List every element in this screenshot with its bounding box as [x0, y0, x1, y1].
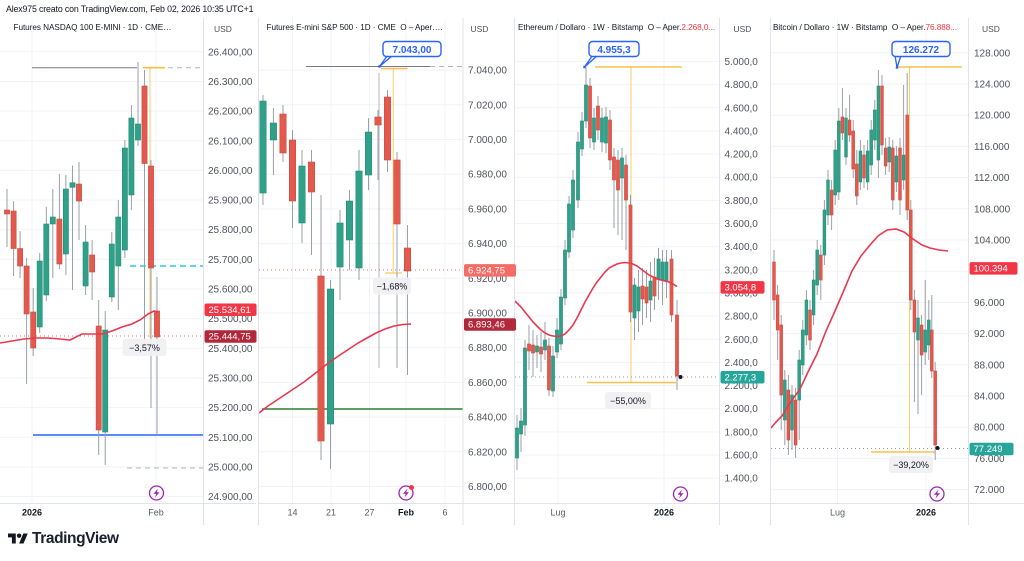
svg-text:6.820,00: 6.820,00	[468, 447, 507, 458]
svg-text:27: 27	[364, 508, 374, 518]
svg-text:6.924,75: 6.924,75	[468, 265, 505, 276]
svg-text:4.955,3: 4.955,3	[597, 45, 631, 56]
svg-text:2.400,0: 2.400,0	[725, 358, 759, 369]
svg-text:1.800,0: 1.800,0	[725, 427, 759, 438]
svg-text:−39,20%: −39,20%	[893, 460, 929, 470]
svg-text:1.600,0: 1.600,0	[725, 451, 759, 462]
svg-text:6.840,00: 6.840,00	[468, 413, 507, 424]
svg-text:2026: 2026	[654, 508, 674, 518]
svg-text:104.000: 104.000	[974, 236, 1011, 247]
svg-text:77.249: 77.249	[974, 444, 1003, 455]
svg-text:120.000: 120.000	[974, 111, 1011, 122]
svg-text:126.272: 126.272	[903, 45, 940, 56]
svg-text:7.000,00: 7.000,00	[468, 135, 507, 146]
svg-text:7.040,00: 7.040,00	[468, 66, 507, 77]
svg-text:2026: 2026	[22, 508, 42, 518]
svg-text:7.020,00: 7.020,00	[468, 100, 507, 111]
svg-text:2026: 2026	[916, 508, 936, 518]
svg-text:Feb: Feb	[148, 508, 164, 518]
svg-text:21: 21	[326, 508, 336, 518]
svg-text:3.800,0: 3.800,0	[725, 196, 759, 207]
svg-text:25.300,00: 25.300,00	[208, 374, 253, 385]
svg-text:6.860,00: 6.860,00	[468, 378, 507, 389]
svg-text:108.000: 108.000	[974, 204, 1011, 215]
svg-text:Feb: Feb	[398, 508, 415, 518]
svg-text:3.000,0: 3.000,0	[725, 289, 759, 300]
svg-text:3.400,0: 3.400,0	[725, 242, 759, 253]
svg-text:3.200,0: 3.200,0	[725, 265, 759, 276]
svg-text:2.200,0: 2.200,0	[725, 381, 759, 392]
svg-text:25.800,00: 25.800,00	[208, 225, 253, 236]
svg-text:24.900,00: 24.900,00	[208, 492, 253, 503]
svg-text:1.400,0: 1.400,0	[725, 474, 759, 485]
svg-text:USD: USD	[734, 24, 752, 34]
svg-text:3.600,0: 3.600,0	[725, 219, 759, 230]
svg-text:72.000: 72.000	[974, 485, 1005, 496]
svg-text:25.600,00: 25.600,00	[208, 285, 253, 296]
svg-text:25.444,75: 25.444,75	[209, 332, 251, 343]
svg-text:USD: USD	[471, 24, 489, 34]
svg-text:26.100,00: 26.100,00	[208, 136, 253, 147]
svg-text:25.100,00: 25.100,00	[208, 433, 253, 444]
svg-text:26.000,00: 26.000,00	[208, 166, 253, 177]
svg-text:25.900,00: 25.900,00	[208, 196, 253, 207]
svg-text:−55,00%: −55,00%	[610, 396, 646, 406]
svg-text:6.900,00: 6.900,00	[468, 309, 507, 320]
svg-text:4.000,0: 4.000,0	[725, 173, 759, 184]
svg-text:4.600,0: 4.600,0	[725, 103, 759, 114]
svg-text:25.700,00: 25.700,00	[208, 255, 253, 266]
svg-text:2.600,0: 2.600,0	[725, 335, 759, 346]
svg-text:25.200,00: 25.200,00	[208, 403, 253, 414]
svg-text:25.400,00: 25.400,00	[208, 344, 253, 355]
svg-text:6.980,00: 6.980,00	[468, 170, 507, 181]
svg-text:Lug: Lug	[830, 508, 845, 518]
svg-text:USD: USD	[982, 24, 1000, 34]
svg-text:7.043,00: 7.043,00	[393, 45, 432, 56]
svg-text:112.000: 112.000	[974, 173, 1010, 184]
svg-text:26.200,00: 26.200,00	[208, 107, 253, 118]
svg-text:128.000: 128.000	[974, 48, 1011, 59]
svg-text:6.960,00: 6.960,00	[468, 204, 507, 215]
svg-text:80.000: 80.000	[974, 423, 1005, 434]
svg-text:Lug: Lug	[550, 508, 565, 518]
svg-text:26.400,00: 26.400,00	[208, 47, 253, 58]
svg-text:6.880,00: 6.880,00	[468, 343, 507, 354]
svg-text:6.940,00: 6.940,00	[468, 239, 507, 250]
svg-text:26.300,00: 26.300,00	[208, 77, 253, 88]
svg-text:4.800,0: 4.800,0	[725, 80, 759, 91]
svg-text:2.000,0: 2.000,0	[725, 404, 759, 415]
svg-text:5.000,0: 5.000,0	[725, 57, 759, 68]
svg-text:92.000: 92.000	[974, 329, 1005, 340]
svg-text:−1,68%: −1,68%	[377, 281, 408, 291]
svg-text:−3,57%: −3,57%	[129, 343, 160, 353]
svg-text:2.277,3: 2.277,3	[725, 372, 757, 383]
svg-text:25.534,61: 25.534,61	[209, 305, 251, 316]
svg-text:25.000,00: 25.000,00	[208, 462, 253, 473]
svg-text:6.893,46: 6.893,46	[468, 320, 505, 331]
svg-text:6: 6	[442, 508, 447, 518]
svg-text:76.000: 76.000	[974, 454, 1005, 465]
svg-text:116.000: 116.000	[974, 142, 1010, 153]
svg-text:USD: USD	[214, 24, 232, 34]
svg-text:4.400,0: 4.400,0	[725, 126, 759, 137]
svg-text:2.800,0: 2.800,0	[725, 312, 759, 323]
svg-text:100.394: 100.394	[974, 263, 1008, 274]
svg-text:6.920,00: 6.920,00	[468, 274, 507, 285]
svg-text:84.000: 84.000	[974, 392, 1005, 403]
svg-text:88.000: 88.000	[974, 360, 1005, 371]
svg-text:25.500,00: 25.500,00	[208, 314, 253, 325]
svg-text:14: 14	[287, 508, 297, 518]
svg-text:4.200,0: 4.200,0	[725, 150, 759, 161]
svg-text:3.054,8: 3.054,8	[725, 282, 757, 293]
svg-text:6.800,00: 6.800,00	[468, 482, 507, 493]
svg-text:124.000: 124.000	[974, 80, 1011, 91]
svg-text:96.000: 96.000	[974, 298, 1005, 309]
